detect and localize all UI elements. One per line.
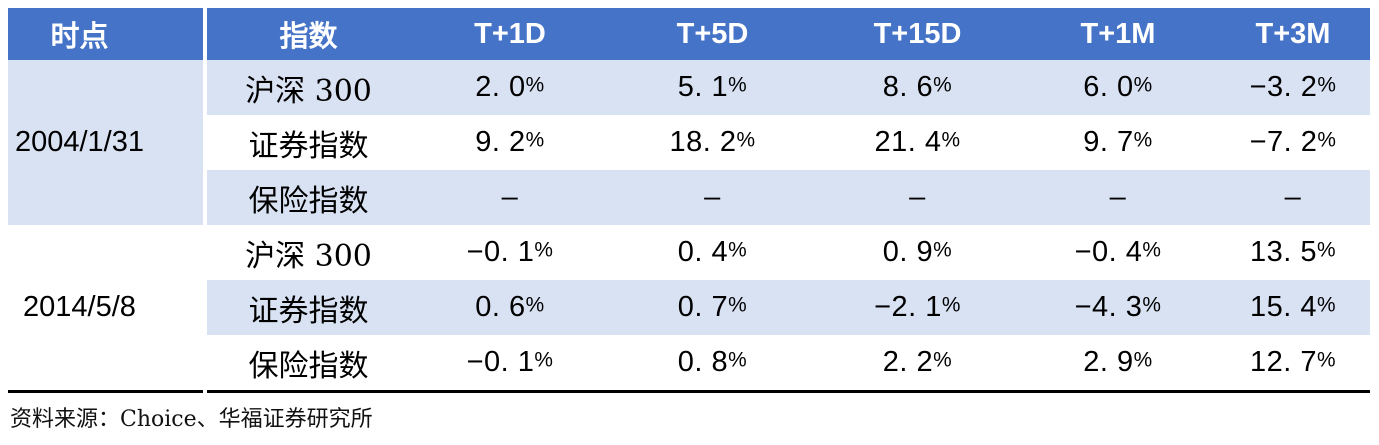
value-cell: 5. 1%: [610, 60, 815, 115]
table-row: 证券指数 9. 2% 18. 2% 21. 4% 9. 7% −7. 2%: [8, 115, 1370, 170]
table-row: 2004/1/31 沪深 300 2. 0% 5. 1% 8. 6% 6. 0%…: [8, 60, 1370, 225]
header-cell-index: 指数: [205, 8, 410, 60]
value-cell: 0. 6%: [410, 280, 610, 335]
index-name-cell: 沪深 300: [205, 225, 410, 280]
percent-sign: %: [1133, 348, 1153, 372]
value-cell: 18. 2%: [610, 115, 815, 170]
value-cell: 2. 9%: [1020, 335, 1216, 392]
value-cell: 0. 9%: [815, 225, 1020, 280]
value-cell: 0. 4%: [610, 225, 815, 280]
percent-sign: %: [728, 348, 748, 372]
index-name-cell: 证券指数: [205, 280, 410, 335]
header-cell-t1d: T+1D: [410, 8, 610, 60]
percent-sign: %: [1142, 293, 1162, 317]
value-cell: 2. 2%: [815, 335, 1020, 392]
percent-sign: %: [525, 73, 545, 97]
percent-sign: %: [736, 128, 756, 152]
value-cell: −3. 2%: [1216, 60, 1370, 115]
value-cell: −0. 1%: [410, 335, 610, 392]
value-cell: −4. 3%: [1020, 280, 1216, 335]
percent-sign: %: [933, 238, 953, 262]
table-row: 保险指数 −0. 1% 0. 8% 2. 2% 2. 9% 12. 7%: [8, 335, 1370, 392]
value-cell: −2. 1%: [815, 280, 1020, 335]
table-row: 2014/5/8 沪深 300 −0. 1% 0. 4% 0. 9% −0. 4…: [8, 225, 1370, 392]
percent-sign: %: [1316, 238, 1337, 262]
header-cell-time: 时点: [8, 8, 207, 60]
value-cell: −0. 1%: [410, 225, 610, 280]
date-cell: 2014/5/8: [8, 225, 207, 392]
index-name-cell: 保险指数: [205, 335, 410, 392]
percent-sign: %: [1317, 73, 1337, 97]
percent-sign: %: [941, 128, 961, 152]
table-row: 保险指数 – – – – –: [8, 170, 1370, 225]
returns-table: 时点 指数 T+1D T+5D T+15D T+1M T+3M 2004/1/3…: [8, 8, 1370, 393]
source-note: 资料来源：Choice、华福证券研究所: [10, 407, 373, 432]
value-cell: 0. 7%: [610, 280, 815, 335]
index-name-cell: 沪深 300: [205, 60, 410, 115]
value-cell: –: [610, 170, 815, 225]
percent-sign: %: [1142, 238, 1162, 262]
percent-sign: %: [525, 128, 545, 152]
date-cell: 2004/1/31: [8, 60, 207, 225]
value-cell: 0. 8%: [610, 335, 815, 392]
header-cell-t15d: T+15D: [815, 8, 1020, 60]
value-cell: –: [815, 170, 1020, 225]
percent-sign: %: [728, 293, 748, 317]
percent-sign: %: [1316, 348, 1337, 372]
percent-sign: %: [534, 348, 554, 372]
percent-sign: %: [728, 238, 748, 262]
value-cell: 12. 7%: [1216, 335, 1370, 392]
percent-sign: %: [933, 73, 953, 97]
header-row: 时点 指数 T+1D T+5D T+15D T+1M T+3M: [8, 8, 1370, 60]
percent-sign: %: [525, 293, 545, 317]
header-cell-t1m: T+1M: [1020, 8, 1216, 60]
percent-sign: %: [1133, 128, 1153, 152]
value-cell: 21. 4%: [815, 115, 1020, 170]
table-row: 证券指数 0. 6% 0. 7% −2. 1% −4. 3% 15. 4%: [8, 280, 1370, 335]
value-cell: 9. 2%: [410, 115, 610, 170]
header-cell-t5d: T+5D: [610, 8, 815, 60]
value-cell: −7. 2%: [1216, 115, 1370, 170]
percent-sign: %: [534, 238, 554, 262]
value-cell: 15. 4%: [1216, 280, 1370, 335]
percent-sign: %: [933, 348, 953, 372]
percent-sign: %: [728, 73, 748, 97]
index-name-cell: 证券指数: [205, 115, 410, 170]
value-cell: –: [1020, 170, 1216, 225]
percent-sign: %: [1316, 293, 1337, 317]
index-name-cell: 保险指数: [205, 170, 410, 225]
percent-sign: %: [1317, 128, 1337, 152]
value-cell: 6. 0%: [1020, 60, 1216, 115]
value-cell: –: [1216, 170, 1370, 225]
value-cell: 2. 0%: [410, 60, 610, 115]
value-cell: 13. 5%: [1216, 225, 1370, 280]
value-cell: −0. 4%: [1020, 225, 1216, 280]
value-cell: 9. 7%: [1020, 115, 1216, 170]
value-cell: –: [410, 170, 610, 225]
value-cell: 8. 6%: [815, 60, 1020, 115]
percent-sign: %: [1133, 73, 1153, 97]
header-cell-t3m: T+3M: [1216, 8, 1370, 60]
percent-sign: %: [941, 293, 961, 317]
